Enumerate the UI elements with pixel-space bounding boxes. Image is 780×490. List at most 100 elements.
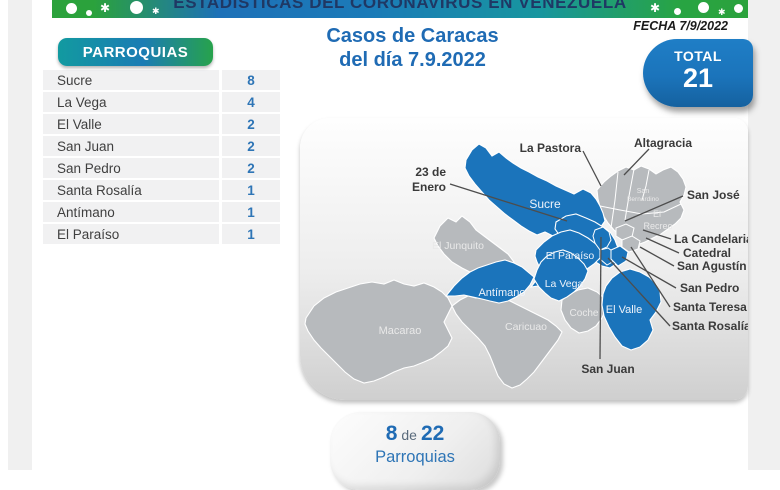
callout-line-altagracia — [623, 148, 650, 176]
parish-cases: 1 — [222, 180, 280, 200]
callout-line-catedral — [645, 237, 680, 254]
total-badge-value: 21 — [682, 63, 714, 93]
parish-san-juan — [592, 226, 612, 251]
parish-name: San Juan — [43, 136, 219, 156]
parish-santa-teresa — [621, 235, 641, 253]
parish-antimano — [444, 259, 535, 304]
page-title: Casos de Caracas del día 7.9.2022 — [300, 24, 525, 72]
table-row: San Juan 2 — [43, 136, 283, 156]
page-title-line1: Casos de Caracas — [326, 25, 499, 47]
virus-icon: ✱ — [650, 1, 661, 15]
map-label-sucre: Sucre — [529, 197, 561, 211]
footer-numerator: 8 — [385, 422, 398, 445]
virus-icon: ✱ — [718, 7, 726, 17]
top-banner: ESTADÍSTICAS DEL CORONAVIRUS EN VENEZUEL… — [52, 0, 748, 18]
parish-cases: 1 — [222, 202, 280, 222]
total-badge-label: TOTAL — [674, 48, 722, 64]
callout-line-santa-teresa — [630, 246, 671, 308]
map-label-caricuao: Caricuao — [505, 321, 547, 333]
callout-label-la-pastora: La Pastora — [520, 141, 582, 155]
map-label-el-recreo-1: El — [653, 209, 661, 219]
parish-cases: 1 — [222, 224, 280, 244]
map-label-antimano: Antímano — [478, 287, 525, 299]
date-label: FECHA 7/9/2022 — [633, 19, 728, 33]
callout-line-san-pedro — [621, 256, 677, 289]
parish-cases: 8 — [222, 70, 280, 90]
table-row: Sucre 8 — [43, 70, 283, 90]
footer-caption: Parroquias — [375, 448, 455, 466]
parish-name: La Vega — [43, 92, 219, 112]
table-rows: Sucre 8 La Vega 4 El Valle 2 San Juan 2 … — [43, 70, 283, 244]
virus-icon: ✱ — [152, 6, 160, 16]
table-row: El Paraíso 1 — [43, 224, 283, 244]
map-label-el-valle: El Valle — [606, 304, 642, 316]
map-label-macarao: Macarao — [379, 325, 422, 337]
footer-denominator: 22 — [420, 422, 445, 445]
parish-coche — [560, 287, 607, 334]
map-label-el-recreo-2: Recreo — [643, 221, 672, 231]
table-row: Antímano 1 — [43, 202, 283, 222]
page-right-strip — [748, 0, 780, 470]
parish-cases: 2 — [222, 136, 280, 156]
callout-line-santa-rosalia — [607, 257, 671, 327]
virus-icon — [66, 3, 77, 14]
parish-name: Antímano — [43, 202, 219, 222]
callout-label-san-jose: San José — [687, 188, 740, 202]
parish-el-valle — [601, 268, 662, 351]
map-label-la-vega: La Vega — [545, 278, 584, 290]
callout-line-23-de-enero — [449, 183, 568, 222]
caracas-map: La Pastora Altagracia 23 de Enero San Jo… — [304, 136, 748, 389]
parish-name: San Pedro — [43, 158, 219, 178]
parroquias-table: PARROQUIAS Sucre 8 La Vega 4 El Valle 2 … — [43, 38, 283, 246]
parish-cases: 4 — [222, 92, 280, 112]
callout-label-santa-rosalia: Santa Rosalía — [672, 319, 748, 333]
callout-line-san-jose — [624, 195, 684, 222]
callout-line-la-candelaria — [642, 229, 672, 240]
page-left-strip — [8, 0, 32, 470]
parish-cases: 2 — [222, 114, 280, 134]
callout-label-catedral: Catedral — [683, 246, 731, 260]
callout-label-santa-teresa: Santa Teresa — [673, 300, 747, 314]
footer-connector: de — [401, 427, 417, 443]
footer-ratio: 8 de 22 — [330, 422, 500, 446]
callout-label-altagracia: Altagracia — [634, 136, 692, 150]
callout-line-la-pastora — [582, 150, 602, 187]
map-label-el-junquito: El Junquito — [432, 240, 484, 252]
infographic-page: { "banner": { "title": "ESTADÍSTICAS DEL… — [8, 0, 780, 490]
virus-icon — [734, 4, 743, 13]
callout-label-la-candelaria: La Candelaria — [674, 232, 748, 246]
parish-la-vega — [533, 249, 589, 302]
callout-line-san-juan — [599, 236, 602, 360]
virus-icon — [130, 1, 143, 14]
parish-name: Sucre — [43, 70, 219, 90]
map-label-san-bernardino-1: San — [637, 188, 650, 195]
total-badge: TOTAL 21 — [643, 39, 753, 107]
callout-label-san-pedro: San Pedro — [680, 281, 739, 295]
table-header: PARROQUIAS — [58, 38, 213, 66]
callout-line-san-agustin — [639, 246, 675, 267]
parish-caricuao — [451, 293, 563, 389]
parish-sucre — [464, 143, 606, 237]
parish-cluster-north-east — [596, 165, 687, 246]
parish-cluster-inner-borders — [599, 168, 682, 229]
table-row: San Pedro 2 — [43, 158, 283, 178]
page-title-line2: del día 7.9.2022 — [339, 49, 486, 71]
virus-icon — [674, 8, 681, 15]
table-row: La Vega 4 — [43, 92, 283, 112]
virus-icon — [698, 2, 709, 13]
parish-san-pedro — [610, 245, 629, 267]
parish-macarao — [304, 279, 453, 384]
parish-name: Santa Rosalía — [43, 180, 219, 200]
parish-cases: 2 — [222, 158, 280, 178]
callout-label-23-de-enero-1: 23 de — [415, 165, 446, 179]
table-row: Santa Rosalía 1 — [43, 180, 283, 200]
parish-name: El Valle — [43, 114, 219, 134]
virus-icon — [86, 10, 92, 16]
map-label-coche: Coche — [570, 308, 599, 319]
map-label-san-bernardino-2: Bernardino — [627, 196, 659, 203]
map-label-el-paraiso: El Paraíso — [546, 250, 595, 262]
parish-name: El Paraíso — [43, 224, 219, 244]
callout-label-san-agustin: San Agustín — [677, 259, 747, 273]
table-row: El Valle 2 — [43, 114, 283, 134]
footer-badge: 8 de 22 Parroquias — [330, 412, 500, 490]
